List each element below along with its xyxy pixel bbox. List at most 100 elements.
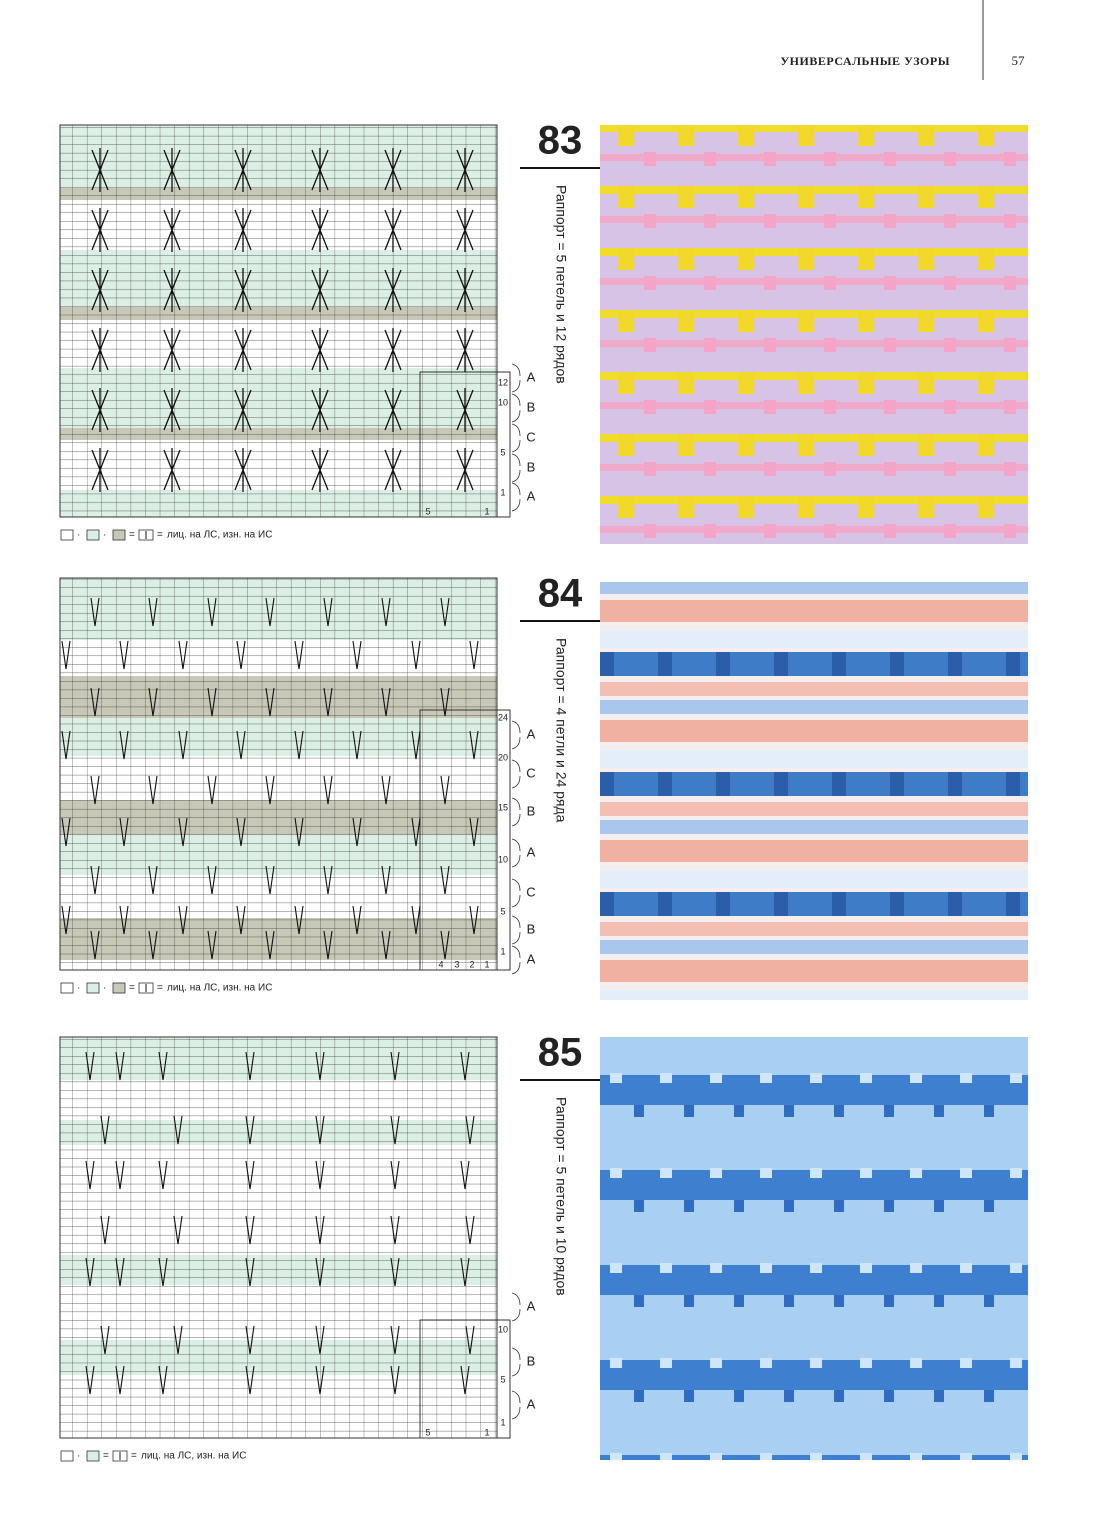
- slip-symbol: [236, 817, 246, 847]
- color-group: B: [527, 399, 536, 414]
- cross-symbol: [234, 388, 252, 432]
- slip-symbol: [245, 1115, 255, 1145]
- slip-symbol: [90, 597, 100, 627]
- row-number: 10: [498, 1324, 508, 1334]
- slip-symbol: [85, 1160, 95, 1190]
- slip-symbol: [323, 775, 333, 805]
- slip-symbol: [158, 1051, 168, 1081]
- column-number: 1: [484, 1427, 489, 1437]
- slip-symbol: [315, 1215, 325, 1245]
- cross-symbol: [311, 268, 329, 312]
- slip-symbol: [148, 930, 158, 960]
- bracket: [511, 945, 521, 975]
- slip-symbol: [119, 730, 129, 760]
- slip-symbol: [100, 1115, 110, 1145]
- page-number: 57: [1012, 53, 1026, 68]
- legend-separator: ·: [103, 983, 106, 994]
- bracket: [511, 838, 521, 868]
- slip-symbol: [390, 1325, 400, 1355]
- slip-symbol: [440, 930, 450, 960]
- legend-separator: ·: [77, 1451, 80, 1462]
- slip-symbol: [115, 1051, 125, 1081]
- cross-symbol: [311, 148, 329, 192]
- slip-symbol: [178, 640, 188, 670]
- slip-symbol: [381, 687, 391, 717]
- slip-symbol: [173, 1325, 183, 1355]
- slip-symbol: [390, 1365, 400, 1395]
- slip-symbol: [148, 775, 158, 805]
- legend-swatch: [60, 982, 74, 994]
- rapport-text: Раппорт = 4 петли и 24 ряда: [553, 638, 569, 823]
- cross-symbol: [234, 268, 252, 312]
- column-number: 1: [484, 959, 489, 969]
- slip-symbol: [469, 905, 479, 935]
- row-number: 24: [498, 712, 508, 722]
- cross-symbol: [163, 388, 181, 432]
- legend-equals: =: [157, 530, 163, 541]
- slip-symbol: [90, 865, 100, 895]
- slip-symbol: [352, 817, 362, 847]
- color-group: B: [527, 1353, 536, 1368]
- slip-symbol: [294, 905, 304, 935]
- row-number: 5: [500, 1374, 505, 1384]
- legend-separator: ·: [103, 530, 106, 541]
- slip-symbol: [352, 905, 362, 935]
- slip-symbol: [315, 1115, 325, 1145]
- slip-symbol: [119, 640, 129, 670]
- slip-symbol: [115, 1160, 125, 1190]
- slip-symbol: [315, 1365, 325, 1395]
- slip-symbol: [315, 1051, 325, 1081]
- slip-symbol: [469, 730, 479, 760]
- cross-symbol: [163, 268, 181, 312]
- row-number: 10: [498, 397, 508, 407]
- cross-symbol: [384, 388, 402, 432]
- row-number: 15: [498, 802, 508, 812]
- row-number: 5: [500, 906, 505, 916]
- color-group: B: [527, 803, 536, 818]
- legend-swatch: [86, 1450, 100, 1462]
- cross-symbol: [234, 148, 252, 192]
- slip-symbol: [207, 865, 217, 895]
- slip-symbol: [460, 1160, 470, 1190]
- slip-symbol: [148, 597, 158, 627]
- cross-symbol: [384, 208, 402, 252]
- pattern-number: 84: [538, 572, 583, 616]
- slip-symbol: [90, 930, 100, 960]
- bracket: [511, 1347, 521, 1377]
- slip-symbol: [390, 1051, 400, 1081]
- column-number: 5: [425, 506, 430, 516]
- slip-symbol: [245, 1051, 255, 1081]
- cross-symbol: [384, 268, 402, 312]
- slip-symbol: [265, 775, 275, 805]
- slip-symbol: [173, 1115, 183, 1145]
- slip-symbol: [381, 597, 391, 627]
- legend-text: лиц. на ЛС, изн. на ИС: [141, 1451, 246, 1462]
- slip-symbol: [265, 687, 275, 717]
- slip-symbol: [158, 1365, 168, 1395]
- legend-swatch: [60, 1450, 74, 1462]
- column-number: 5: [425, 1427, 430, 1437]
- color-group: C: [526, 429, 535, 444]
- cross-symbol: [234, 448, 252, 492]
- cross-symbol: [91, 208, 109, 252]
- row-number: 20: [498, 752, 508, 762]
- bracket: [511, 759, 521, 789]
- slip-symbol: [265, 930, 275, 960]
- color-group: A: [527, 488, 536, 503]
- cross-symbol: [311, 208, 329, 252]
- slip-symbol: [411, 730, 421, 760]
- slip-symbol: [207, 687, 217, 717]
- slip-symbol: [460, 1365, 470, 1395]
- color-group: B: [527, 921, 536, 936]
- rapport-box: [419, 1319, 511, 1439]
- rapport-text: Раппорт = 5 петель и 12 рядов: [553, 185, 569, 384]
- legend-equals: =: [157, 983, 163, 994]
- slip-symbol: [381, 930, 391, 960]
- slip-symbol: [381, 775, 391, 805]
- cross-symbol: [384, 448, 402, 492]
- cross-symbol: [234, 208, 252, 252]
- cross-symbol: [311, 328, 329, 372]
- slip-symbol: [207, 930, 217, 960]
- legend-text: лиц. на ЛС, изн. на ИС: [167, 983, 272, 994]
